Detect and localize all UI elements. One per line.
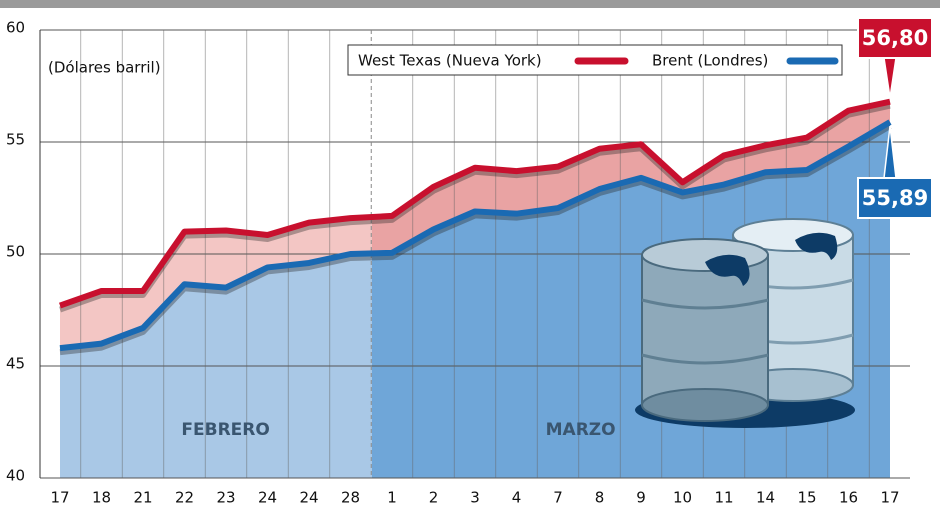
barrel-illustration	[635, 219, 855, 428]
legend-label: Brent (Londres)	[652, 52, 768, 70]
x-tick-label: 14	[756, 489, 775, 507]
x-tick-label: 24	[299, 489, 318, 507]
x-tick-label: 17	[880, 489, 899, 507]
callout-pointer	[884, 58, 896, 98]
x-tick-label: 10	[673, 489, 692, 507]
x-tick-label: 22	[175, 489, 194, 507]
month-label: MARZO	[546, 420, 616, 440]
value-label: 55,89	[862, 186, 928, 210]
x-tick-label: 23	[216, 489, 235, 507]
x-tick-label: 21	[133, 489, 152, 507]
x-tick-label: 28	[341, 489, 360, 507]
x-tick-label: 24	[258, 489, 277, 507]
y-tick-label: 60	[6, 19, 25, 37]
value-label: 56,80	[862, 26, 928, 50]
top-bar	[0, 0, 940, 8]
legend-label: West Texas (Nueva York)	[358, 52, 542, 70]
chart: (Dólares barril) West Texas (Nueva York)…	[0, 0, 940, 521]
x-tick-label: 7	[553, 489, 563, 507]
y-tick-label: 55	[6, 131, 25, 149]
legend: West Texas (Nueva York) Brent (Londres)	[348, 45, 842, 75]
x-tick-label: 11	[714, 489, 733, 507]
y-tick-label: 50	[6, 243, 25, 261]
x-tick-label: 18	[92, 489, 111, 507]
x-tick-label: 16	[839, 489, 858, 507]
x-tick-label: 8	[595, 489, 605, 507]
y-tick-label: 45	[6, 355, 25, 373]
x-tick-label: 15	[797, 489, 816, 507]
x-tick-label: 2	[429, 489, 439, 507]
x-tick-label: 1	[387, 489, 397, 507]
month-label: FEBRERO	[181, 420, 269, 440]
x-tick-label: 17	[50, 489, 69, 507]
x-tick-label: 4	[512, 489, 522, 507]
x-tick-label: 3	[470, 489, 480, 507]
subtitle: (Dólares barril)	[48, 59, 161, 77]
x-tick-label: 9	[636, 489, 646, 507]
y-tick-label: 40	[6, 467, 25, 485]
